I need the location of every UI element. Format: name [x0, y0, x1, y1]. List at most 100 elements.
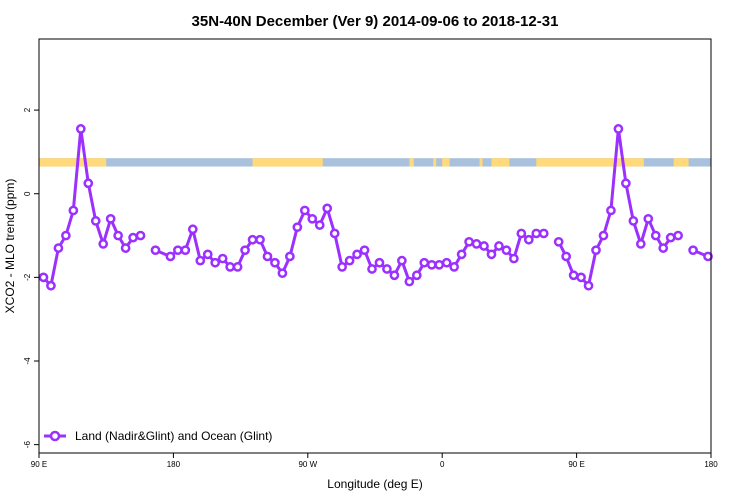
x-tick-label: 180 [704, 460, 718, 469]
data-point [165, 251, 176, 262]
y-axis: 2 0 -2 -4 -6 [23, 107, 39, 448]
data-point [53, 243, 64, 253]
data-point [135, 230, 146, 241]
data-point [68, 205, 79, 216]
data-point [75, 124, 86, 134]
x-tick-label: 90 E [31, 460, 47, 469]
data-point [568, 270, 579, 281]
data-point [382, 264, 392, 274]
y-tick-label: -6 [23, 441, 32, 449]
surface-type-strip [39, 158, 711, 167]
data-point [38, 272, 49, 283]
data-point [479, 241, 489, 251]
data-point [583, 280, 594, 291]
y-tick-label: -4 [23, 357, 32, 365]
data-point [404, 276, 415, 287]
data-point [621, 178, 631, 189]
data-point [561, 251, 571, 262]
data-point [419, 257, 430, 268]
data-point [471, 239, 482, 249]
data-point [658, 243, 669, 253]
data-point [314, 220, 325, 230]
data-point [255, 234, 265, 245]
x-tick-label: 0 [440, 460, 445, 469]
data-point [665, 232, 676, 243]
y-tick-label: -2 [23, 273, 32, 281]
data-point [613, 124, 624, 134]
data-point [352, 249, 362, 260]
data-point [90, 216, 101, 226]
x-tick-label: 90 W [298, 460, 317, 469]
data-point [46, 280, 56, 291]
land-band [673, 158, 689, 167]
data-point [553, 236, 564, 247]
land-band [433, 158, 437, 167]
legend-label: Land (Nadir&Glint) and Ocean (Glint) [75, 429, 272, 443]
data-point [322, 203, 333, 214]
data-point [673, 230, 683, 241]
data-point [494, 241, 504, 251]
land-band [479, 158, 483, 167]
data-point [434, 259, 445, 270]
data-point [374, 257, 385, 268]
data-point [449, 262, 459, 272]
data-point [187, 224, 198, 235]
data-point [441, 257, 452, 268]
data-point [688, 245, 698, 256]
data-point [61, 230, 71, 241]
data-point [240, 245, 250, 256]
data-point [411, 270, 422, 281]
legend-marker [49, 430, 61, 442]
data-point [270, 257, 280, 268]
data-point [210, 257, 221, 268]
data-point [150, 245, 161, 256]
data-point [397, 255, 407, 266]
data-point [606, 205, 616, 216]
series-line [42, 127, 141, 288]
data-point [83, 178, 94, 189]
data-point [247, 234, 258, 245]
x-tick-label: 180 [167, 460, 181, 469]
data-point [337, 262, 347, 272]
data-point [628, 216, 639, 226]
land-band [536, 158, 644, 167]
data-point [98, 239, 109, 249]
land-band [39, 158, 107, 167]
data-point [262, 251, 273, 262]
x-tick-label: 90 E [568, 460, 584, 469]
data-point [389, 270, 400, 281]
data-point [456, 249, 467, 260]
data-point [591, 245, 601, 256]
data-point [523, 234, 534, 245]
land-band [442, 158, 450, 167]
data-point [703, 251, 713, 262]
data-point [105, 213, 116, 224]
land-band [491, 158, 510, 167]
data-point [509, 253, 519, 264]
data-point [329, 228, 340, 239]
ocean-band [39, 158, 711, 167]
data-point [225, 262, 235, 272]
chart-title: 35N-40N December (Ver 9) 2014-09-06 to 2… [192, 13, 559, 30]
data-point [359, 245, 370, 256]
data-point [299, 205, 310, 216]
data-point [426, 259, 437, 270]
data-point [195, 255, 206, 266]
data-point [635, 239, 646, 249]
y-axis-label: XCO2 - MLO trend (ppm) [3, 179, 17, 314]
data-point [307, 213, 318, 224]
data-point [113, 230, 123, 241]
legend: Land (Nadir&Glint) and Ocean (Glint) [44, 429, 272, 443]
series-line [557, 127, 679, 288]
series-points [38, 124, 713, 291]
data-point [643, 213, 654, 224]
data-point [202, 249, 213, 260]
y-tick-label: 0 [23, 191, 32, 196]
data-point [598, 230, 609, 241]
land-band [409, 158, 414, 167]
data-point [180, 245, 191, 256]
data-point [367, 264, 377, 274]
data-point [516, 228, 527, 239]
data-point [576, 272, 586, 283]
